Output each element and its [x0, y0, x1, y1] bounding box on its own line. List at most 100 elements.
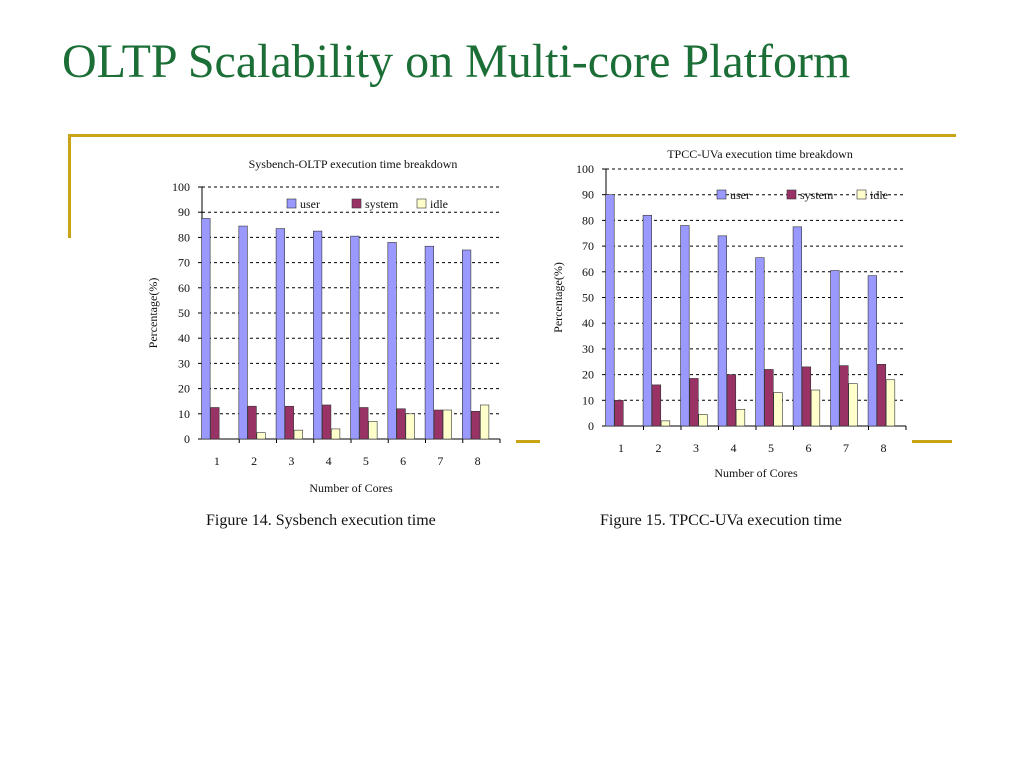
caption-figure-14: Figure 14. Sysbench execution time — [206, 512, 436, 529]
bar-system — [839, 365, 849, 427]
bar-user — [867, 275, 877, 427]
bar-user — [642, 214, 652, 427]
x-tick-label: 4 — [326, 454, 332, 468]
x-axis-label: Number of Cores — [714, 466, 798, 480]
y-tick-label: 70 — [582, 239, 594, 253]
y-tick-label: 20 — [178, 382, 190, 396]
y-tick-label: 60 — [582, 265, 594, 279]
legend-label-user: user — [300, 197, 320, 211]
legend-swatch-user — [716, 189, 727, 200]
x-tick-label: 1 — [214, 454, 220, 468]
bar-system — [322, 404, 332, 440]
bar-user — [462, 249, 472, 440]
sysbench-chart: Sysbench-OLTP execution time breakdown 0 1… — [130, 152, 510, 502]
x-tick-label: 2 — [251, 454, 257, 468]
bar-user — [313, 230, 323, 440]
bar-system — [689, 378, 699, 427]
y-tick-label: 0 — [588, 419, 594, 433]
bar-user — [830, 270, 840, 427]
y-tick-label: 70 — [178, 256, 190, 270]
bar-system — [396, 408, 406, 440]
x-tick-label: 1 — [618, 441, 624, 455]
y-tick-label: 20 — [582, 368, 594, 382]
legend-label-system: system — [800, 188, 834, 202]
bar-user — [680, 225, 690, 427]
bar-user — [717, 235, 727, 427]
legend-swatch-idle — [856, 189, 867, 200]
y-tick-label: 90 — [582, 188, 594, 202]
y-tick-label: 50 — [178, 306, 190, 320]
y-tick-label: 90 — [178, 205, 190, 219]
bar-idle — [442, 409, 452, 440]
bar-user — [755, 257, 765, 427]
x-tick-label: 8 — [881, 441, 887, 455]
bar-user — [792, 226, 802, 427]
bar-user — [424, 245, 434, 440]
bar-idle — [810, 389, 821, 427]
bar-idle — [331, 428, 341, 440]
x-tick-label: 4 — [731, 441, 737, 455]
legend-label-system: system — [365, 197, 399, 211]
bar-idle — [735, 408, 746, 427]
bar-idle — [773, 392, 783, 427]
x-tick-label: 7 — [437, 454, 443, 468]
accent-line-bottom-mid — [516, 440, 552, 443]
legend-swatch-idle — [416, 198, 427, 209]
legend-swatch-user — [286, 198, 297, 209]
bar-system — [764, 369, 774, 427]
bar-system — [433, 409, 443, 440]
bar-user — [275, 228, 285, 440]
bar-user — [605, 194, 615, 427]
legend-label-idle: idle — [870, 188, 888, 202]
y-tick-label: 40 — [582, 316, 594, 330]
y-tick-label: 50 — [582, 291, 594, 305]
x-tick-label: 5 — [768, 441, 774, 455]
tpcc-chart: TPCC-UVa execution time breakdown 0 10 20 30… — [540, 142, 912, 490]
bar-system — [284, 405, 294, 440]
y-tick-label: 10 — [582, 393, 594, 407]
x-axis-label: Number of Cores — [309, 481, 393, 495]
y-tick-label: 80 — [178, 230, 190, 244]
slide-title: OLTP Scalability on Multi-core Platform — [62, 35, 851, 88]
y-tick-label: 40 — [178, 331, 190, 345]
x-tick-label: 6 — [806, 441, 812, 455]
bar-system — [651, 384, 662, 427]
y-tick-label: 30 — [582, 342, 594, 356]
bar-user — [201, 218, 211, 440]
chart-title: TPCC-UVa execution time breakdown — [667, 147, 853, 161]
bar-user — [238, 225, 248, 440]
y-axis-label: Percentage(%) — [146, 278, 160, 349]
legend-label-idle: idle — [430, 197, 448, 211]
accent-line-top — [68, 134, 956, 137]
chart-title: Sysbench-OLTP execution time breakdown — [249, 157, 458, 171]
legend-label-user: user — [730, 188, 750, 202]
bar-idle — [405, 413, 415, 440]
x-tick-label: 8 — [475, 454, 481, 468]
y-tick-label: 0 — [184, 432, 190, 446]
y-tick-label: 80 — [582, 213, 594, 227]
caption-figure-15: Figure 15. TPCC-UVa execution time — [600, 512, 842, 529]
bar-system — [726, 374, 737, 427]
x-tick-label: 7 — [843, 441, 849, 455]
x-tick-label: 6 — [400, 454, 406, 468]
bar-system — [247, 405, 257, 440]
bar-idle — [256, 432, 266, 440]
x-tick-label: 3 — [693, 441, 699, 455]
bar-user — [387, 242, 397, 440]
bar-idle — [293, 429, 303, 440]
bar-idle — [368, 421, 378, 440]
bar-user — [350, 235, 360, 440]
y-axis-label: Percentage(%) — [551, 262, 565, 333]
bar-idle — [660, 420, 671, 427]
accent-line-left — [68, 134, 71, 238]
bar-system — [471, 410, 481, 440]
bar-system — [614, 399, 624, 427]
bar-idle — [480, 404, 490, 440]
y-tick-label: 30 — [178, 356, 190, 370]
y-tick-label: 100 — [576, 162, 594, 176]
y-tick-label: 100 — [172, 180, 190, 194]
y-tick-label: 10 — [178, 407, 190, 421]
bar-system — [210, 407, 220, 440]
x-tick-label: 2 — [656, 441, 662, 455]
legend-swatch-system — [786, 189, 797, 200]
